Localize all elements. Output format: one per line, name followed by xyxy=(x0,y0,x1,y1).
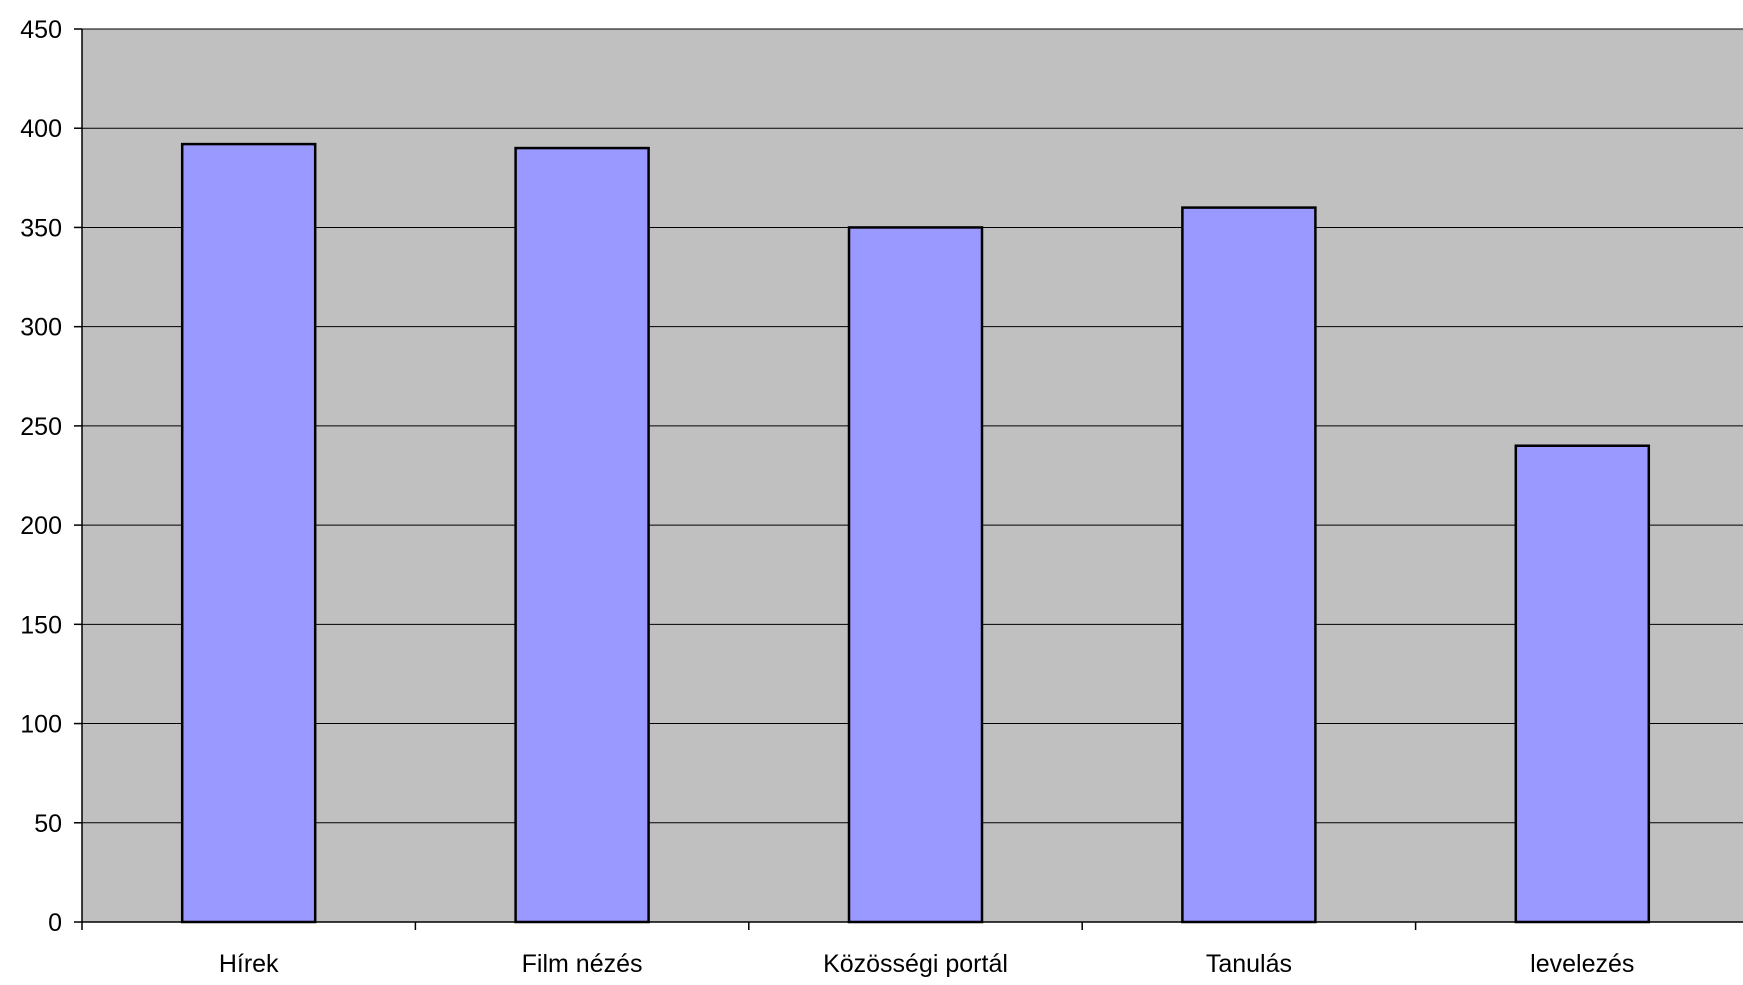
x-tick-label: Tanulás xyxy=(1206,950,1292,978)
y-tick-label: 400 xyxy=(20,115,62,143)
y-tick-label: 350 xyxy=(20,214,62,242)
x-tick-label: levelezés xyxy=(1530,950,1634,978)
y-tick-label: 100 xyxy=(20,711,62,739)
x-tick-label: Hírek xyxy=(219,950,279,978)
y-axis: 0 50 100 150 200 250 300 350 400 450 xyxy=(20,16,83,937)
bar xyxy=(1514,444,1651,924)
y-tick-label: 450 xyxy=(20,16,62,44)
y-tick-label: 300 xyxy=(20,314,62,342)
bar xyxy=(1181,206,1317,924)
bar xyxy=(847,226,984,924)
y-tick-label: 50 xyxy=(34,810,62,838)
bars xyxy=(180,142,1651,924)
x-axis: Hírek Film nézés Közösségi portál Tanulás le… xyxy=(81,921,1743,978)
y-tick-label: 250 xyxy=(20,413,62,441)
y-tick-label: 200 xyxy=(20,512,62,540)
bar xyxy=(180,142,317,924)
x-tick-label: Közösségi portál xyxy=(823,950,1008,978)
x-tick-label: Film nézés xyxy=(522,950,643,978)
y-tick-label: 0 xyxy=(48,909,62,937)
bar xyxy=(514,146,650,924)
y-tick-label: 150 xyxy=(20,611,62,639)
